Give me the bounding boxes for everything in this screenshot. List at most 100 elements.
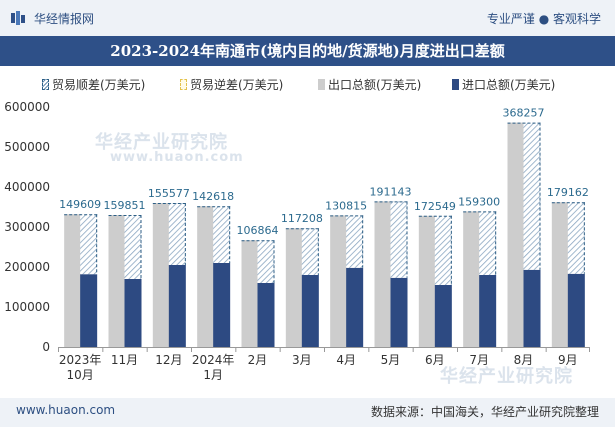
x-tick-label: 2024年 1月 <box>192 353 235 382</box>
x-tick-label-line: 1月 <box>203 368 223 382</box>
legend-label-deficit: 贸易逆差(万美元) <box>190 78 284 92</box>
surplus-data-label: 155577 <box>148 187 190 200</box>
footer-bar: www.huaon.com 数据来源：中国海关，华经产业研究院整理 <box>0 398 615 427</box>
import-bar <box>434 285 452 347</box>
x-tick-label-line: 11月 <box>111 353 138 367</box>
import-bar <box>479 275 497 347</box>
legend-label-surplus: 贸易顺差(万美元) <box>52 78 146 92</box>
y-tick-label: 600000 <box>4 100 50 114</box>
x-tick-label-line: 3月 <box>292 353 312 367</box>
x-axis: 2023年 10月 11月 12月 2024年 1月 2月 3月 4月 5月 6月 7月 8月 9月 <box>58 347 590 382</box>
export-bar <box>551 202 569 347</box>
surplus-fill <box>80 214 98 275</box>
import-bar <box>567 273 585 347</box>
surplus-fill <box>301 228 319 275</box>
x-tick-label: 2月 <box>248 353 268 367</box>
surplus-fill <box>168 203 186 265</box>
import-bar <box>168 265 186 347</box>
y-tick-label: 0 <box>42 340 50 354</box>
legend-swatch-import <box>452 79 459 90</box>
export-bar <box>108 215 126 347</box>
x-tick-label: 8月 <box>514 353 534 367</box>
x-tick-label-line: 5月 <box>381 353 401 367</box>
legend-item-surplus: 贸易顺差(万美元) <box>42 76 145 93</box>
export-bar <box>507 122 525 347</box>
x-tick-label-line: 10月 <box>67 368 94 382</box>
surplus-data-label: 368257 <box>503 107 545 120</box>
y-tick-label: 500000 <box>4 140 50 154</box>
footer-site-link[interactable]: www.huaon.com <box>16 403 116 417</box>
x-tick-label: 2023年 10月 <box>59 353 102 382</box>
surplus-fill <box>390 201 408 278</box>
import-bar <box>257 283 275 347</box>
surplus-data-label: 159300 <box>458 195 500 208</box>
import-bar <box>390 277 408 347</box>
export-bar <box>330 215 348 347</box>
x-tick-label-line: 9月 <box>558 353 578 367</box>
x-tick-label: 6月 <box>425 353 445 367</box>
surplus-fill <box>479 211 497 275</box>
surplus-fill <box>124 215 142 279</box>
x-tick-label: 5月 <box>381 353 401 367</box>
import-bar <box>213 263 231 347</box>
surplus-data-label: 106864 <box>237 224 279 237</box>
footer-source: 数据来源：中国海关，华经产业研究院整理 <box>370 405 599 419</box>
header-tagline: 专业严谨 ● 客观科学 <box>486 12 601 26</box>
export-bar <box>197 206 215 347</box>
export-bar <box>418 215 436 347</box>
export-bar <box>64 214 82 347</box>
x-tick-label: 7月 <box>469 353 489 367</box>
watermark: 华经产业研究院 <box>95 132 228 153</box>
logo-icon <box>11 11 25 25</box>
legend-label-import: 进口总额(万美元) <box>462 78 556 92</box>
surplus-fill <box>434 215 452 285</box>
x-tick-label-line: 7月 <box>469 353 489 367</box>
y-tick-label: 100000 <box>4 300 50 314</box>
surplus-data-label: 179162 <box>547 186 589 199</box>
legend-swatch-deficit <box>180 79 187 90</box>
watermark: www.huaon.com <box>110 150 244 165</box>
chart-title: 2023-2024年南通市(境内目的地/货源地)月度进出口差额 <box>110 42 505 60</box>
legend-item-export: 出口总额(万美元) <box>318 76 421 93</box>
x-tick-label-line: 12月 <box>155 353 182 367</box>
x-tick-label-line: 4月 <box>336 353 356 367</box>
legend-item-import: 进口总额(万美元) <box>452 76 555 93</box>
surplus-data-label: 172549 <box>414 200 456 213</box>
import-bar <box>523 269 541 347</box>
surplus-data-label: 130815 <box>325 199 367 212</box>
surplus-data-label: 191143 <box>370 185 412 198</box>
y-axis: 0 100000 200000 300000 400000 500000 600000 <box>4 100 50 354</box>
surplus-fill <box>346 215 364 268</box>
legend-item-deficit: 贸易逆差(万美元) <box>180 76 283 93</box>
header-bar: 华经情报网 专业严谨 ● 客观科学 <box>0 0 615 36</box>
legend-label-export: 出口总额(万美元) <box>328 78 422 92</box>
watermark: 华经产业研究院 <box>440 366 573 387</box>
export-bar <box>152 203 170 347</box>
x-tick-label-line: 6月 <box>425 353 445 367</box>
surplus-data-label: 159851 <box>104 199 146 212</box>
export-bar <box>463 211 481 347</box>
y-tick-label: 300000 <box>4 220 50 234</box>
export-bar <box>285 228 303 347</box>
y-tick-label: 200000 <box>4 260 50 274</box>
x-tick-label: 4月 <box>336 353 356 367</box>
surplus-fill <box>523 122 541 270</box>
legend-swatch-export <box>318 79 325 90</box>
x-tick-label: 12月 <box>155 353 182 367</box>
x-tick-label: 11月 <box>111 353 138 367</box>
export-bar <box>374 201 392 347</box>
title-bar: 2023-2024年南通市(境内目的地/货源地)月度进出口差额 <box>0 36 615 66</box>
import-bar <box>346 267 364 347</box>
x-tick-label-line: 8月 <box>514 353 534 367</box>
legend-swatch-surplus <box>42 79 49 90</box>
x-tick-label: 3月 <box>292 353 312 367</box>
x-tick-label-line: 2月 <box>248 353 268 367</box>
chart-legend: 贸易顺差(万美元) 贸易逆差(万美元) 出口总额(万美元) 进口总额(万美元) <box>0 74 615 94</box>
surplus-fill <box>257 240 275 283</box>
import-bar <box>124 279 142 347</box>
surplus-fill <box>213 206 231 263</box>
brand-name[interactable]: 华经情报网 <box>34 12 95 26</box>
